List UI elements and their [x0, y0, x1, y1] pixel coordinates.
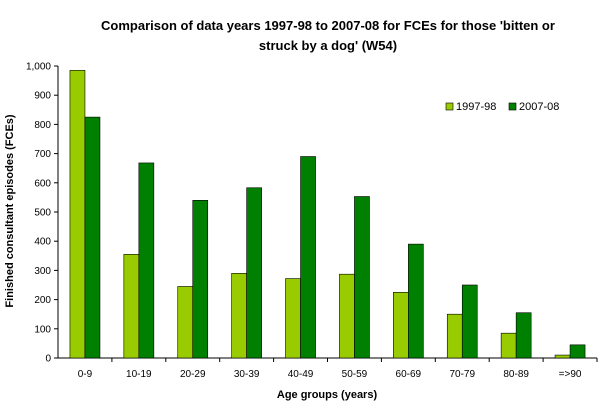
x-tick-label: 10-19 [126, 369, 152, 380]
chart-title-line-2: struck by a dog' (W54) [259, 38, 397, 53]
bar-2007-08-70-79 [461, 284, 478, 359]
x-axis-label: Age groups (years) [277, 389, 378, 401]
x-tick-label: 30-39 [234, 369, 260, 380]
legend: 1997-98 2007-08 [445, 101, 559, 113]
x-tick-label: 40-49 [288, 369, 314, 380]
bar-1997-98-=>90 [554, 354, 571, 359]
bar-2007-08-60-69 [408, 243, 424, 359]
bar-1997-98-70-79 [446, 313, 463, 359]
x-tick-label: 70-79 [449, 369, 475, 380]
bar-1997-98-20-29 [177, 286, 194, 359]
y-tick-label: 300 [34, 266, 51, 277]
x-tick-label: 60-69 [396, 369, 422, 380]
bar-1997-98-30-39 [231, 273, 247, 359]
y-tick-label: 200 [34, 295, 51, 306]
y-tick-label: 800 [34, 120, 51, 131]
x-tick-label: 80-89 [503, 369, 529, 380]
y-tick-label: 700 [34, 149, 51, 160]
bar-1997-98-50-59 [339, 273, 355, 359]
x-tick-label: 20-29 [180, 369, 206, 380]
y-tick-label: 500 [34, 208, 51, 219]
bar-1997-98-0-9 [69, 70, 86, 359]
y-tick-label: 400 [34, 237, 51, 248]
bar-2007-08-0-9 [84, 116, 101, 359]
legend-label-2007-08: 2007-08 [519, 101, 559, 113]
x-tick-label: 50-59 [342, 369, 368, 380]
bar-1997-98-10-19 [123, 254, 140, 359]
bar-2007-08-10-19 [138, 162, 155, 359]
bar-1997-98-80-89 [500, 332, 517, 359]
legend-label-1997-98: 1997-98 [456, 101, 496, 113]
bar-2007-08-40-49 [300, 156, 316, 359]
bar-2007-08-30-39 [246, 187, 262, 359]
chart-title-line-1: Comparison of data years 1997-98 to 2007… [101, 18, 555, 33]
plot-area: 0 100 200 300 400 500 600 700 800 900 1,000 0-9 10-1… [26, 62, 598, 380]
x-tick-label: =>90 [559, 369, 582, 380]
bar-2007-08-20-29 [192, 200, 209, 359]
y-axis-label: Finished consultant episodes (FCEs) [4, 114, 16, 307]
bar-2007-08-50-59 [354, 196, 370, 359]
bar-1997-98-60-69 [393, 291, 409, 359]
bar-1997-98-40-49 [285, 278, 301, 359]
y-tick-label: 1,000 [26, 62, 51, 73]
y-tick-label: 100 [34, 324, 51, 335]
legend-swatch-1997-98 [445, 102, 454, 111]
y-tick-label: 0 [45, 354, 51, 365]
y-tick-label: 900 [34, 91, 51, 102]
bar-2007-08-=>90 [569, 344, 586, 359]
x-tick-label: 0-9 [78, 369, 93, 380]
y-tick-label: 600 [34, 178, 51, 189]
bar-2007-08-80-89 [515, 312, 532, 359]
legend-swatch-2007-08 [508, 102, 517, 111]
